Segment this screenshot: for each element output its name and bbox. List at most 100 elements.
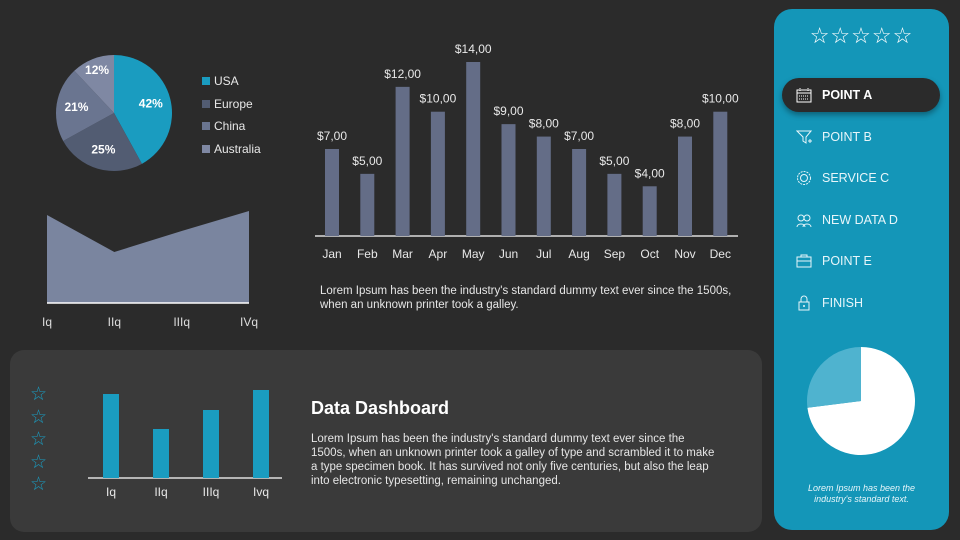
menu-item-label: POINT E <box>822 254 872 268</box>
briefcase-icon <box>796 254 812 268</box>
data-label: $7,00 <box>317 129 347 143</box>
x-tick-label: Aug <box>568 247 589 261</box>
x-tick-label: Apr <box>429 247 448 261</box>
x-tick-label: IIq <box>108 315 121 329</box>
menu-item-label: NEW DATA D <box>822 212 898 227</box>
dashboard-panel: ☆ ☆ ☆ ☆ ☆ Iq IIq IIIq Ivq Data Dashboard Lorem … <box>10 350 762 532</box>
x-tick-label: Iq <box>106 485 116 499</box>
x-tick-label: Oct <box>640 247 659 261</box>
star-icon[interactable]: ☆ <box>30 474 48 495</box>
data-label: $4,00 <box>635 166 665 180</box>
x-tick-label: Dec <box>710 247 731 261</box>
menu-item-finish[interactable]: FINISH <box>782 286 940 320</box>
pie-slice-usa <box>114 55 173 164</box>
legend-item: Europe <box>202 93 261 116</box>
bar-sep <box>607 173 622 236</box>
star-icon[interactable]: ☆ <box>30 451 48 473</box>
sidebar-pie-chart <box>807 347 915 455</box>
data-label: $10,00 <box>420 92 457 106</box>
menu-item-label: FINISH <box>822 295 863 310</box>
bar-iiiq <box>203 410 219 478</box>
legend-swatch <box>202 144 210 153</box>
x-tick-label: Sep <box>604 247 626 261</box>
quarterly-bar-chart: Iq IIq IIIq Ivq <box>88 390 282 499</box>
bar-dec <box>713 111 728 236</box>
menu-item-point-a[interactable]: POINT A <box>782 78 940 112</box>
x-tick-label: Ivq <box>253 485 269 499</box>
x-tick-label: Nov <box>674 247 695 261</box>
legend-label: Europe <box>214 96 253 111</box>
bar-iiq <box>153 429 169 478</box>
menu-item-point-b[interactable]: POINT B <box>782 120 940 154</box>
x-tick-label: IVq <box>240 315 258 329</box>
x-tick-label: Jul <box>536 247 551 261</box>
lock-icon <box>798 295 810 310</box>
menu-item-label: POINT A <box>822 88 873 102</box>
region-pie-chart: 42% 25% 21% 12% <box>56 55 173 172</box>
data-label: $8,00 <box>529 117 559 131</box>
pie-slice-europe <box>63 113 142 172</box>
pie-slice-china <box>56 70 114 141</box>
bar-ivq <box>253 390 269 478</box>
data-label: $5,00 <box>352 154 382 168</box>
bar-iq <box>103 394 119 478</box>
menu-item-new-data-d[interactable]: NEW DATA D <box>782 203 940 237</box>
legend-item: Australia <box>202 138 261 161</box>
x-tick-label: IIq <box>154 485 167 499</box>
legend-item: USA <box>202 70 261 93</box>
star-icon[interactable]: ☆ <box>30 406 48 428</box>
funnel-icon <box>796 130 812 144</box>
x-tick-label: IIIq <box>173 315 190 329</box>
sidebar: ☆☆☆☆☆ POINT A POINT B SERVICE C NEW DATA D P… <box>774 9 949 530</box>
bar-feb <box>360 173 375 236</box>
sidebar-caption: Lorem Ipsum has been the industry's stan… <box>807 483 916 504</box>
data-label: $14,00 <box>455 42 492 56</box>
bar-jan <box>325 149 339 236</box>
menu-item-service-c[interactable]: SERVICE C <box>782 161 940 195</box>
pie-slice-australia <box>74 55 114 113</box>
calendar-icon <box>796 88 812 103</box>
bar-chart-caption: Lorem Ipsum has been the industry's stan… <box>320 285 732 311</box>
x-tick-label: IIIq <box>203 485 220 499</box>
legend-label: Australia <box>214 141 261 156</box>
legend-swatch <box>202 77 210 86</box>
data-label: $8,00 <box>670 117 700 131</box>
users-icon <box>796 214 812 227</box>
menu-item-label: SERVICE C <box>822 171 890 185</box>
pie-slice <box>807 347 861 408</box>
gear-badge-icon <box>797 171 811 185</box>
data-label: $7,00 <box>564 129 594 143</box>
area-series <box>47 211 249 303</box>
legend-swatch <box>202 99 210 108</box>
x-tick-label: Iq <box>42 315 52 329</box>
pie-label: 12% <box>85 63 109 77</box>
x-tick-label: May <box>462 247 485 261</box>
bar-apr <box>430 111 445 236</box>
data-label: $10,00 <box>702 92 739 106</box>
star-icon[interactable]: ☆ <box>30 384 48 405</box>
monthly-bar-chart: $7,00 Jan $5,00 Feb $12,00 Mar $10,00 Apr $14,00… <box>315 42 739 261</box>
menu-item-label: POINT B <box>822 129 872 144</box>
star-icon[interactable]: ☆ <box>30 429 48 450</box>
bar-may <box>466 62 481 236</box>
legend-item: China <box>202 115 261 138</box>
menu-item-point-e[interactable]: POINT E <box>782 244 940 278</box>
pie-slice <box>807 347 915 455</box>
legend-swatch <box>202 122 210 131</box>
panel-text: Lorem Ipsum has been the industry's stan… <box>311 433 715 487</box>
bar-mar <box>395 86 410 236</box>
pie-label: 42% <box>139 97 163 111</box>
data-label: $9,00 <box>493 104 523 118</box>
panel-title: Data Dashboard <box>311 398 450 418</box>
bar-nov <box>678 136 692 236</box>
bar-aug <box>572 149 587 236</box>
pie-legend: USA Europe China Australia <box>202 70 261 160</box>
pie-label: 21% <box>64 100 88 114</box>
bar-jul <box>536 136 551 236</box>
x-tick-label: Jan <box>322 247 341 261</box>
pie-label: 25% <box>91 142 115 156</box>
star-rating-column: ☆ ☆ ☆ ☆ ☆ <box>30 384 50 497</box>
legend-label: USA <box>214 74 239 89</box>
star-rating[interactable]: ☆☆☆☆☆ <box>809 23 914 48</box>
data-label: $5,00 <box>599 154 629 168</box>
